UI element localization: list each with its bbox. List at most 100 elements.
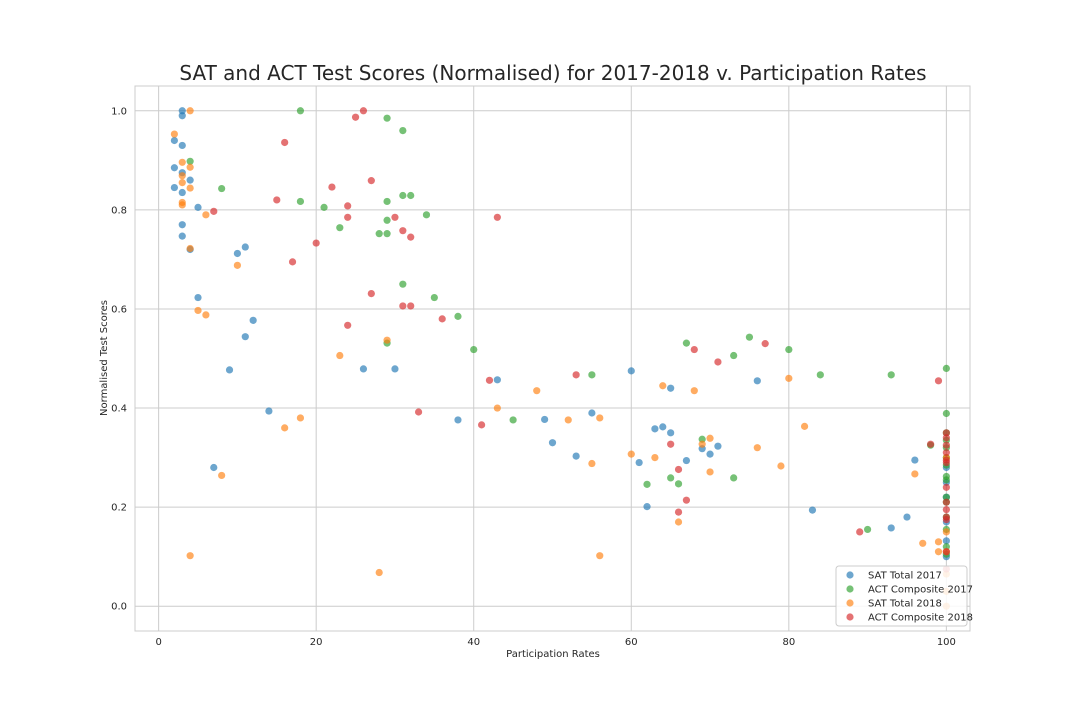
legend-marker	[846, 613, 854, 621]
data-point	[911, 470, 919, 478]
data-point	[273, 196, 281, 204]
data-point	[178, 112, 186, 120]
data-points	[170, 107, 950, 610]
data-point	[430, 293, 438, 302]
data-point	[422, 211, 431, 219]
legend-marker	[846, 571, 854, 579]
data-point	[548, 439, 557, 447]
data-point	[178, 221, 186, 229]
data-point	[454, 312, 462, 320]
data-point	[407, 302, 415, 310]
data-point	[887, 524, 895, 532]
data-point	[210, 207, 218, 215]
data-point	[816, 371, 824, 379]
data-point	[493, 376, 501, 384]
data-point	[375, 230, 383, 238]
data-point	[367, 177, 375, 185]
data-point	[942, 515, 950, 524]
data-point	[399, 280, 407, 288]
data-point	[328, 183, 336, 191]
data-point	[942, 364, 950, 373]
data-point	[233, 249, 242, 258]
data-point	[218, 184, 226, 193]
data-point	[194, 203, 202, 211]
data-point	[241, 243, 249, 251]
data-point	[942, 409, 950, 418]
data-point	[186, 107, 194, 115]
data-point	[643, 503, 651, 511]
data-point	[375, 568, 383, 577]
data-point	[186, 176, 194, 184]
data-point	[509, 416, 517, 424]
data-point	[296, 197, 305, 206]
x-tick-label: 0	[155, 637, 161, 648]
data-point	[178, 179, 186, 187]
data-point	[336, 224, 344, 232]
data-point	[249, 316, 257, 324]
y-axis-label: Normalised Test Scores	[99, 300, 110, 416]
data-point	[753, 377, 761, 385]
data-point	[541, 415, 549, 424]
data-point	[667, 440, 675, 448]
data-point	[934, 548, 943, 556]
data-point	[887, 371, 895, 379]
data-point	[186, 184, 194, 192]
data-point	[942, 548, 950, 556]
data-point	[470, 345, 478, 354]
y-tick-label: 1.0	[111, 106, 127, 117]
data-point	[399, 191, 407, 200]
data-point	[667, 429, 675, 437]
data-point	[942, 441, 950, 449]
data-point	[399, 302, 407, 310]
data-point	[942, 537, 950, 545]
data-point	[942, 506, 950, 514]
data-point	[588, 409, 596, 417]
data-point	[863, 525, 872, 534]
data-point	[753, 444, 761, 452]
data-point	[785, 345, 793, 354]
legend-label: SAT Total 2017	[868, 571, 942, 582]
data-point	[572, 371, 580, 379]
data-point	[659, 382, 667, 390]
x-tick-label: 100	[937, 637, 956, 648]
data-point	[730, 474, 738, 482]
data-point	[312, 239, 320, 247]
data-point	[856, 528, 864, 536]
data-point	[288, 258, 297, 266]
data-point	[485, 376, 494, 384]
data-point	[903, 513, 911, 521]
data-point	[942, 429, 950, 437]
data-point	[186, 157, 194, 165]
data-point	[391, 213, 399, 221]
data-point	[383, 114, 391, 122]
data-point	[643, 480, 651, 488]
data-point	[942, 543, 950, 551]
data-point	[194, 306, 202, 315]
y-tick-label: 0.4	[111, 404, 127, 415]
data-point	[919, 539, 927, 547]
y-tick-label: 0.0	[111, 602, 127, 613]
y-tick-label: 0.8	[111, 205, 127, 216]
legend-marker	[846, 599, 854, 607]
data-point	[627, 450, 635, 458]
data-point	[178, 232, 186, 240]
data-point	[934, 538, 943, 546]
data-point	[761, 340, 769, 348]
data-point	[383, 230, 391, 238]
data-point	[178, 158, 186, 166]
data-point	[785, 374, 793, 382]
legend-label: ACT Composite 2017	[868, 585, 973, 596]
data-point	[588, 371, 596, 379]
data-point	[351, 113, 360, 121]
data-point	[281, 424, 289, 432]
data-point	[698, 440, 706, 448]
data-point	[942, 483, 950, 491]
data-point	[745, 333, 754, 341]
data-point	[690, 387, 698, 395]
data-point	[674, 480, 683, 488]
data-point	[178, 107, 186, 115]
x-tick-label: 40	[467, 637, 480, 648]
data-point	[399, 126, 407, 135]
data-point	[359, 107, 368, 115]
